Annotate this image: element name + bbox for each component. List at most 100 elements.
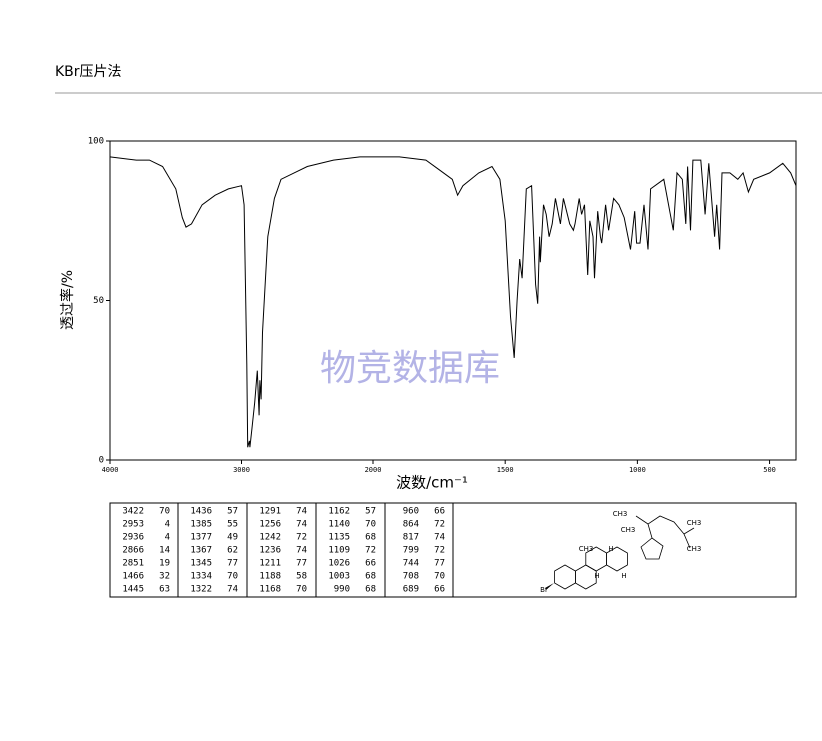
atom-label: H	[608, 545, 613, 553]
peak-transmittance: 74	[227, 585, 238, 595]
peak-transmittance: 4	[165, 520, 170, 530]
plot-frame	[109, 140, 797, 461]
peak-wavenumber: 1211	[259, 559, 281, 569]
peak-transmittance: 77	[296, 559, 307, 569]
atom-label: CH3	[687, 545, 702, 553]
side-chain	[647, 515, 695, 549]
atom-label: Br	[540, 586, 548, 594]
y-tick-label: 50	[93, 296, 104, 306]
ring-bond	[606, 546, 628, 572]
peak-wavenumber: 1026	[328, 559, 350, 569]
x-tick-label: 1500	[497, 466, 514, 474]
peak-wavenumber: 1377	[190, 533, 212, 543]
peak-wavenumber: 2936	[122, 533, 144, 543]
ring-bond	[554, 564, 576, 590]
peak-wavenumber: 1291	[259, 507, 281, 517]
peak-wavenumber: 817	[403, 533, 419, 543]
watermark: 物竞数据库	[320, 348, 500, 389]
atom-label: H	[594, 572, 599, 580]
peak-transmittance: 72	[434, 520, 445, 530]
peak-transmittance: 70	[159, 507, 170, 517]
peak-wavenumber: 689	[403, 585, 419, 595]
peak-transmittance: 66	[365, 559, 376, 569]
peak-transmittance: 4	[165, 533, 170, 543]
x-tick-label: 500	[763, 466, 776, 474]
peak-wavenumber: 1436	[190, 507, 212, 517]
peak-transmittance: 66	[434, 585, 445, 595]
y-tick-label: 100	[88, 137, 104, 147]
x-tick-label: 4000	[102, 466, 119, 474]
atom-label: CH3	[613, 510, 628, 518]
peak-transmittance: 74	[434, 533, 445, 543]
x-tick-label: 3000	[233, 466, 250, 474]
peak-wavenumber: 1385	[190, 520, 212, 530]
atom-label: CH3	[621, 526, 636, 534]
peak-transmittance: 14	[159, 546, 170, 556]
peak-wavenumber: 1236	[259, 546, 281, 556]
peak-transmittance: 77	[434, 559, 445, 569]
peak-wavenumber: 1322	[190, 585, 212, 595]
peak-transmittance: 72	[434, 546, 445, 556]
spectrum-line	[109, 156, 797, 448]
peak-wavenumber: 1256	[259, 520, 281, 530]
atom-label: CH3	[579, 545, 594, 553]
peak-wavenumber: 990	[334, 585, 350, 595]
peak-wavenumber: 1162	[328, 507, 350, 517]
peak-transmittance: 70	[365, 520, 376, 530]
peak-transmittance: 68	[365, 585, 376, 595]
peak-transmittance: 68	[365, 533, 376, 543]
peak-transmittance: 74	[296, 546, 307, 556]
wedge-bond	[545, 583, 554, 590]
peak-transmittance: 57	[365, 507, 376, 517]
peak-wavenumber: 2851	[122, 559, 144, 569]
peak-transmittance: 58	[296, 572, 307, 582]
peak-wavenumber: 799	[403, 546, 419, 556]
peak-wavenumber: 2953	[122, 520, 144, 530]
peak-wavenumber: 1345	[190, 559, 212, 569]
peak-wavenumber: 1109	[328, 546, 350, 556]
peak-transmittance: 74	[296, 520, 307, 530]
peak-wavenumber: 1242	[259, 533, 281, 543]
peak-wavenumber: 1140	[328, 520, 350, 530]
peak-transmittance: 19	[159, 559, 170, 569]
peak-wavenumber: 3422	[122, 507, 144, 517]
atom-label: CH3	[687, 519, 702, 527]
peak-wavenumber: 1135	[328, 533, 350, 543]
header-title: KBr压片法	[55, 64, 122, 80]
methyl-bond	[635, 515, 649, 525]
atom-label: H	[621, 572, 626, 580]
ring-bond	[575, 564, 597, 590]
y-tick-label: 0	[99, 456, 104, 466]
y-axis-label: 透过率/%	[59, 270, 76, 330]
peak-transmittance: 63	[159, 585, 170, 595]
peak-transmittance: 55	[227, 520, 238, 530]
peak-wavenumber: 1003	[328, 572, 350, 582]
x-tick-label: 1000	[629, 466, 646, 474]
peak-wavenumber: 864	[403, 520, 419, 530]
peak-transmittance: 72	[296, 533, 307, 543]
x-axis-label: 波数/cm⁻¹	[396, 474, 468, 492]
peak-transmittance: 32	[159, 572, 170, 582]
peak-wavenumber: 1367	[190, 546, 212, 556]
peak-wavenumber: 1168	[259, 585, 281, 595]
x-tick-label: 2000	[365, 466, 382, 474]
peak-transmittance: 49	[227, 533, 238, 543]
peak-wavenumber: 960	[403, 507, 419, 517]
peak-transmittance: 70	[434, 572, 445, 582]
peak-wavenumber: 1445	[122, 585, 144, 595]
peak-transmittance: 74	[296, 507, 307, 517]
peak-wavenumber: 1466	[122, 572, 144, 582]
peak-transmittance: 57	[227, 507, 238, 517]
peak-wavenumber: 1188	[259, 572, 281, 582]
peak-transmittance: 77	[227, 559, 238, 569]
peak-wavenumber: 1334	[190, 572, 212, 582]
peak-transmittance: 66	[434, 507, 445, 517]
peak-transmittance: 70	[227, 572, 238, 582]
peak-transmittance: 62	[227, 546, 238, 556]
peak-wavenumber: 744	[403, 559, 419, 569]
peak-wavenumber: 708	[403, 572, 419, 582]
peak-transmittance: 70	[296, 585, 307, 595]
peak-transmittance: 68	[365, 572, 376, 582]
peak-wavenumber: 2866	[122, 546, 144, 556]
